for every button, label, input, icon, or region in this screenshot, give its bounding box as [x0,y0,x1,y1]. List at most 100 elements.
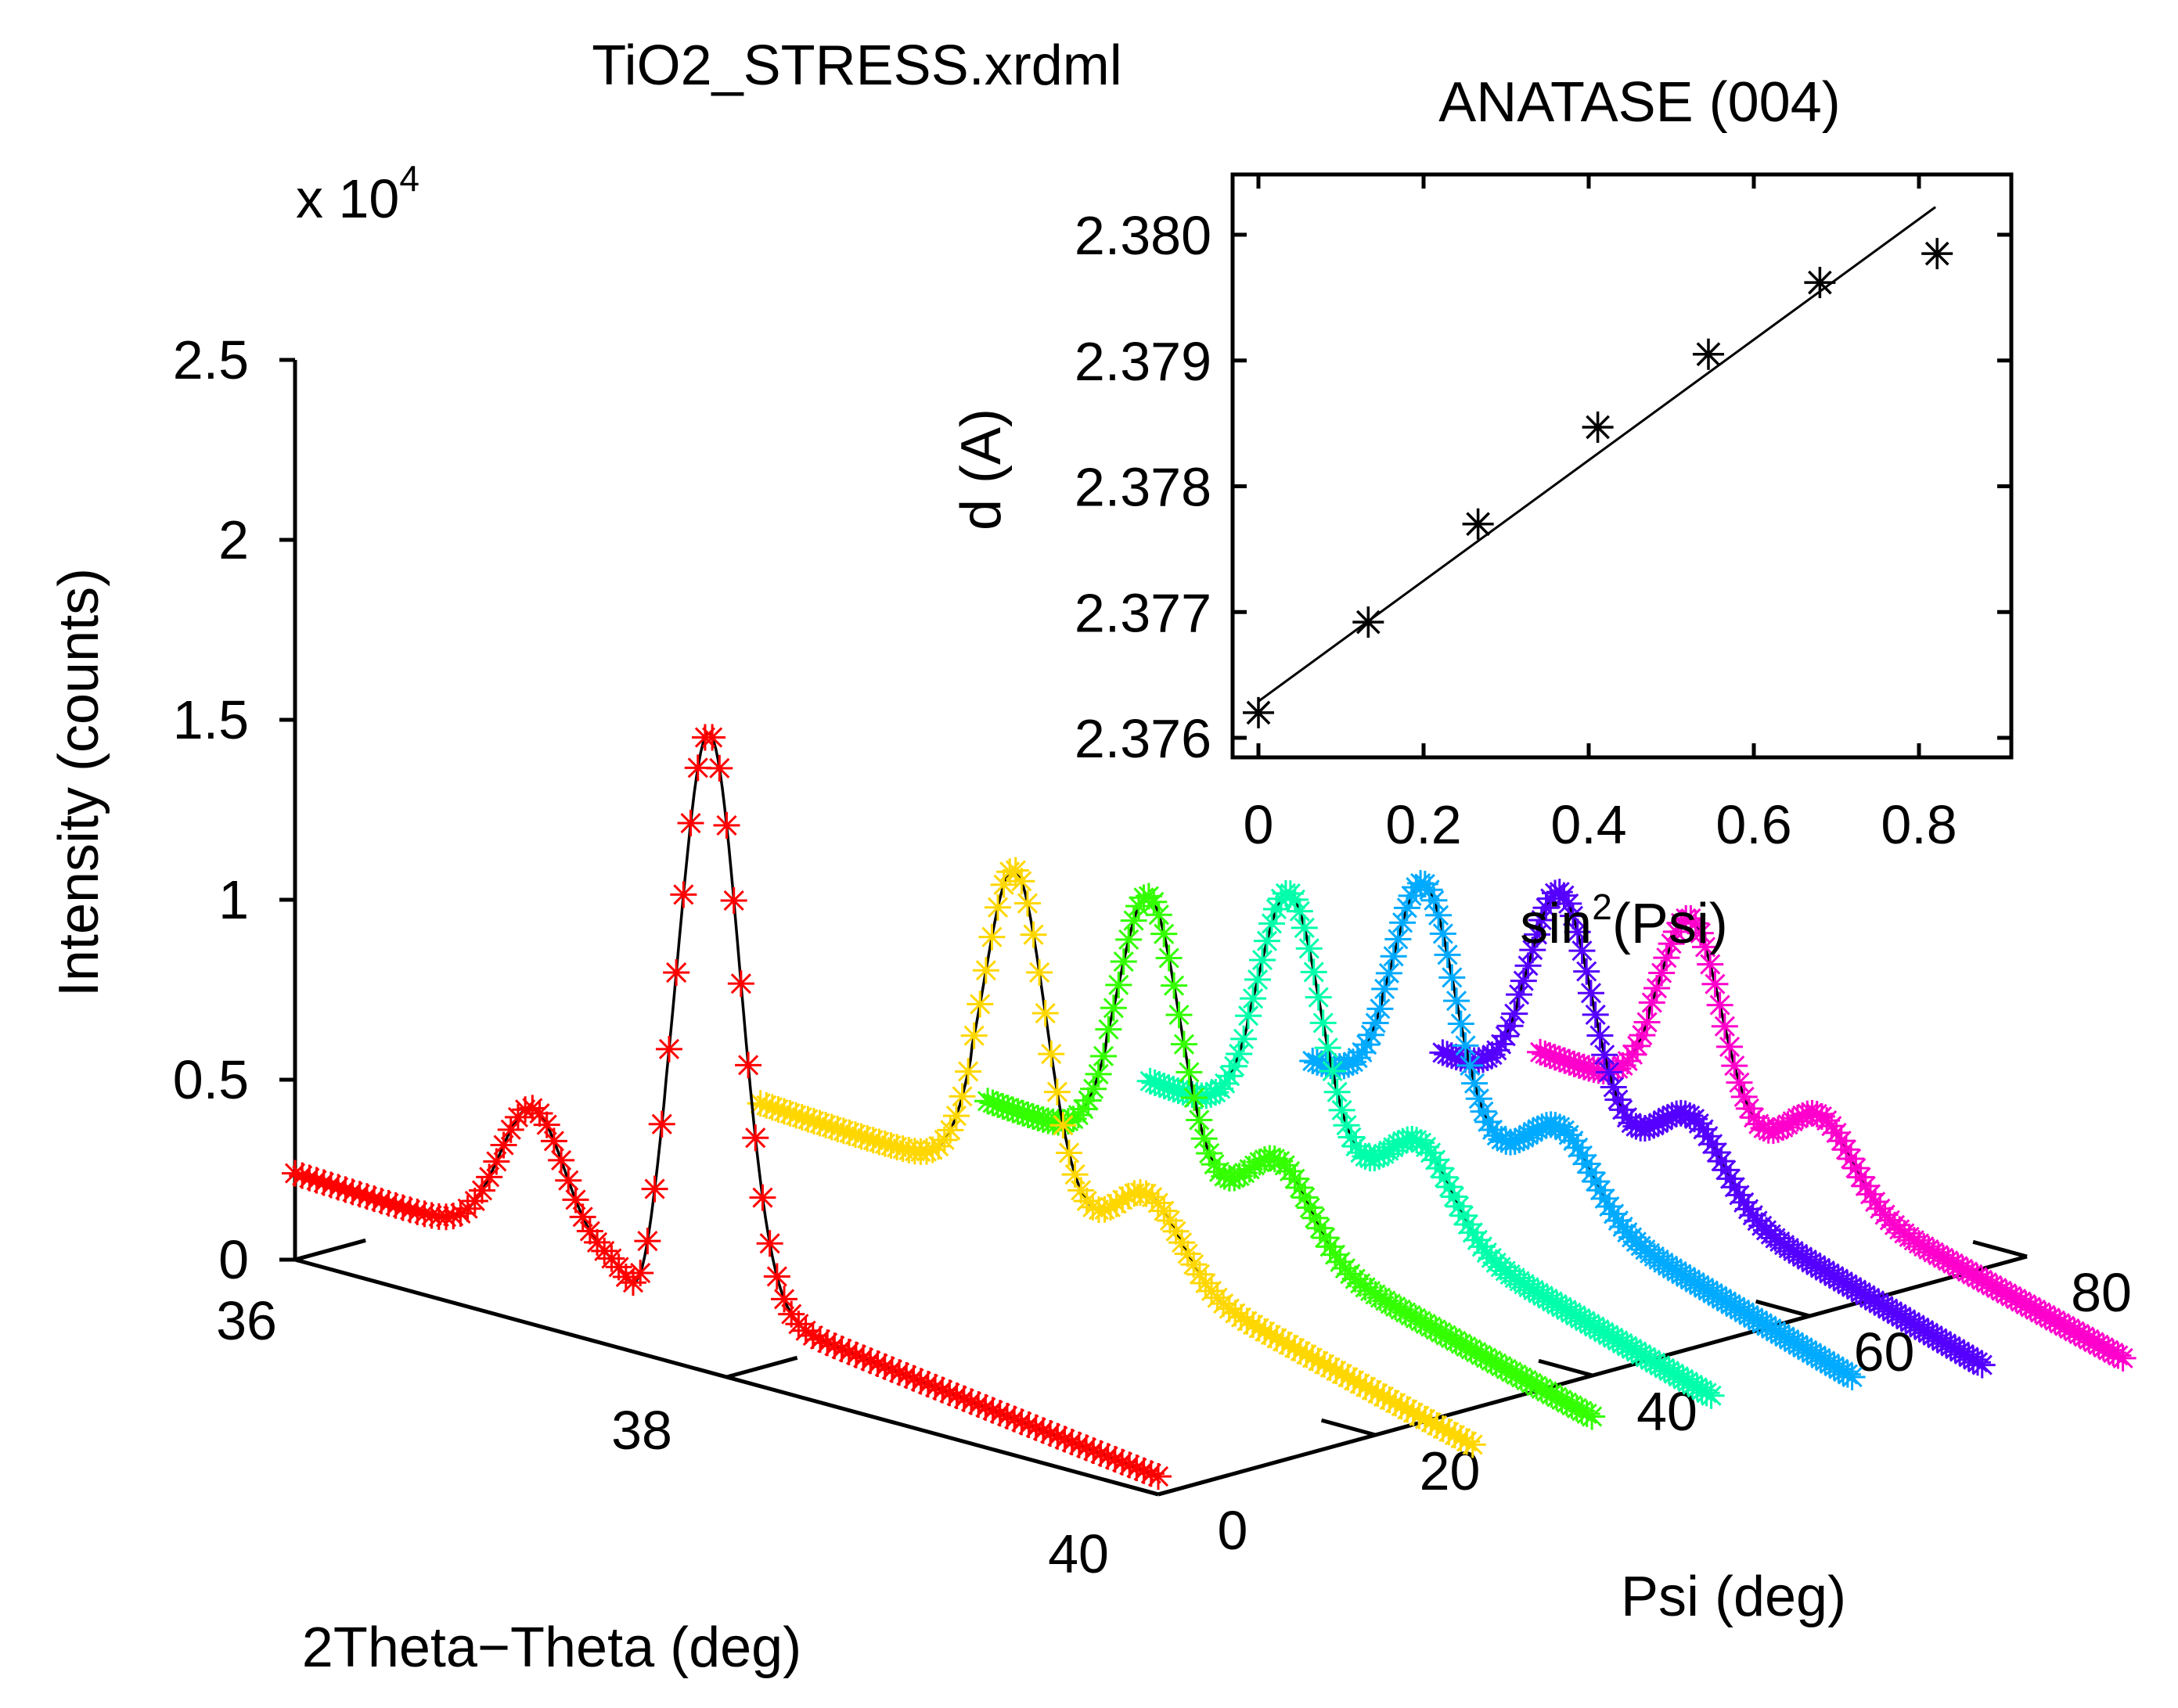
z-scale-label: x 104 [296,158,419,229]
series-marker [1577,980,1604,1007]
y-tick-mark [1538,1358,1593,1378]
x-tick-mark [1157,1472,1229,1497]
series-marker [1031,1000,1059,1027]
inset-x-label-superscript: 2 [1592,886,1612,927]
series-marker [555,1167,582,1194]
series-marker [1075,1087,1102,1114]
series-marker [1658,930,1685,958]
inset-y-tick-label: 2.376 [1075,708,1211,769]
inset-x-tick-label: 0.6 [1715,794,1791,855]
series-marker [1435,1173,1463,1200]
series-marker [1420,886,1448,914]
inset-data-point [1692,338,1724,370]
series-marker [1375,959,1402,987]
y-tick-label: 20 [1420,1440,1481,1501]
z-scale-exponent: 4 [399,158,419,199]
x-tick-label: 38 [611,1400,672,1461]
series-marker [1043,1078,1071,1106]
series-marker [1443,987,1471,1015]
series-marker [1144,1189,1172,1217]
series-marker [1459,1431,1486,1458]
series-marker [1501,1000,1528,1027]
series-marker [1706,991,1733,1019]
series-marker [1528,1113,1556,1141]
series-marker [2109,1344,2137,1372]
series-marker [1174,1240,1201,1268]
series-marker [1357,1021,1384,1048]
series-marker [1145,1463,1172,1490]
series-marker [447,1199,474,1227]
series-marker [641,1175,668,1203]
inset-data-point [1582,411,1614,443]
y-tick-label: 80 [2071,1262,2132,1323]
series-marker [1120,907,1147,934]
series-marker [1604,1086,1632,1113]
y-tick-mark [1320,1418,1377,1437]
series-marker [1697,951,1724,978]
series-marker [677,810,704,837]
series-marker [1434,941,1461,969]
series-marker [1090,1042,1118,1070]
series-marker [706,754,733,782]
series-marker [1624,1032,1651,1059]
series-marker [1519,937,1546,964]
series-marker [1440,1183,1467,1210]
z-tick-label: 2.5 [173,329,249,390]
series-marker [1070,1095,1097,1123]
main-chart-title: TiO2_STRESS.xrdml [592,34,1121,97]
series-marker [1295,935,1323,962]
series-marker [1186,1106,1213,1134]
series-marker [763,1263,790,1290]
inset-chart-title: ANATASE (004) [1438,71,1841,134]
series-marker [1156,1206,1183,1234]
series-marker [1465,1085,1492,1113]
z-tick-label: 0 [218,1229,249,1290]
series-marker [1416,876,1443,904]
series-marker [1301,1204,1329,1232]
inset-data-point [1243,696,1274,728]
series-marker [1564,919,1591,946]
series-marker [1380,943,1407,970]
series-marker [1145,901,1172,929]
inset-data-point [1352,606,1384,638]
series-marker [1170,1030,1197,1058]
series-marker [670,881,697,908]
series-marker [1196,1140,1223,1167]
series-marker [540,1127,567,1155]
inset-y-axis-label: d (A) [950,408,1013,530]
series-marker [713,811,740,839]
series-marker [1155,944,1183,972]
inset-points [1243,238,1953,728]
series-marker [1711,1012,1738,1040]
series-marker [1258,910,1285,937]
x-tick-mark [294,1238,366,1262]
series-marker [727,970,754,998]
series-marker [1201,1151,1228,1178]
series-marker [1834,1361,1861,1388]
y-tick-label: 60 [1854,1321,1915,1383]
series-marker [1013,890,1041,917]
series-marker [1514,952,1542,980]
inset-x-label-suffix: (Psi) [1612,893,1728,955]
series-marker [1056,1139,1083,1167]
series-marker [942,1102,970,1130]
series-group [282,724,2137,1490]
series-marker [1296,1194,1323,1221]
series-marker [1366,995,1394,1023]
series-marker [967,991,994,1018]
series-marker [1586,1022,1614,1049]
waterfall-chart: TiO2_STRESS.xrdml x 104 00.511.522.5 363… [48,34,2137,1679]
series-marker [1291,1184,1319,1211]
series-marker [1431,1163,1459,1191]
series-marker [1049,1112,1077,1139]
series-marker [1682,910,1709,937]
inset-x-tick-label: 0.2 [1385,794,1461,855]
series-marker [1323,1078,1351,1106]
series-marker [1130,884,1157,912]
series-marker [1914,1319,1942,1347]
series-marker [519,1095,546,1122]
series-marker [1964,1349,1992,1376]
series-marker [955,1058,982,1085]
